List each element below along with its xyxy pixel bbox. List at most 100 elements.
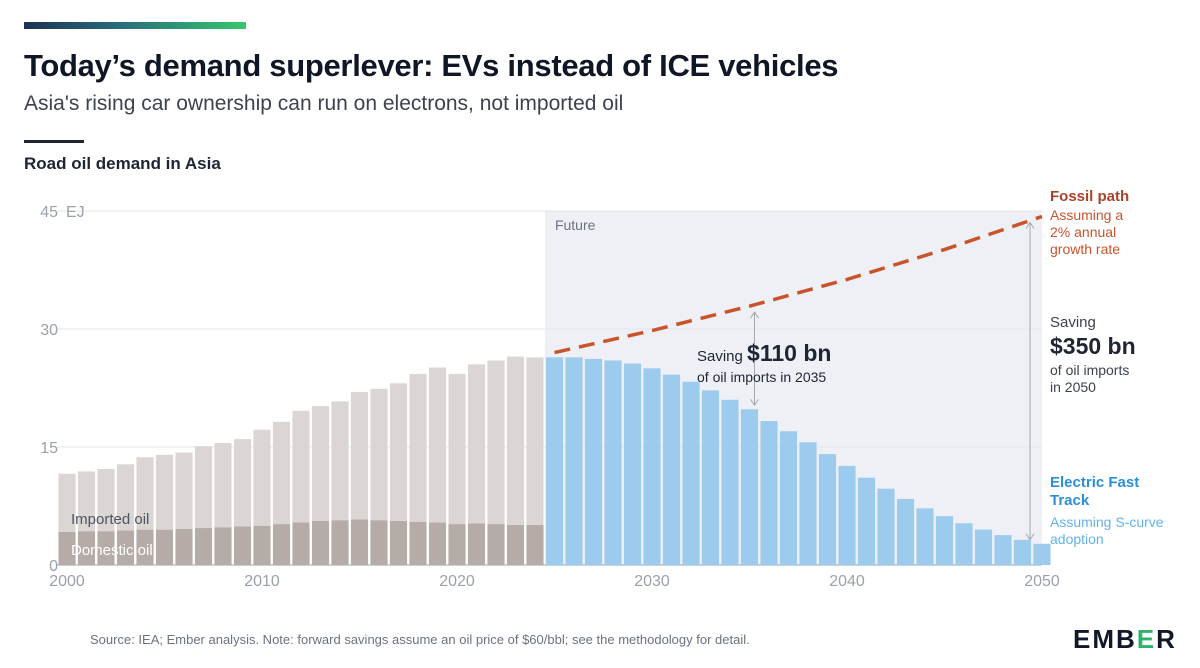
fossil-sublabel-line: 2% annual (1050, 224, 1116, 240)
fossil-path-sublabel: Assuming a 2% annual growth rate (1050, 207, 1123, 257)
bar-domestic-oil (175, 528, 193, 565)
bar-electric-fast-track (799, 442, 817, 565)
saving-2035-prefix: Saving (697, 348, 747, 365)
bar-electric-fast-track (974, 529, 993, 565)
bar-electric-fast-track (916, 508, 934, 565)
bar-domestic-oil (116, 530, 135, 565)
bar-domestic-oil (389, 520, 408, 565)
bar-domestic-oil (350, 519, 369, 565)
bar-domestic-oil (272, 524, 291, 565)
bar-imported-oil (292, 410, 310, 523)
saving-2050-amount: $350 bn (1050, 333, 1136, 359)
bar-electric-fast-track (701, 390, 720, 565)
bar-electric-fast-track (584, 358, 603, 565)
bar-domestic-oil (58, 531, 76, 565)
bar-imported-oil (487, 360, 505, 525)
bar-imported-oil (175, 452, 193, 529)
bar-domestic-oil (155, 529, 174, 565)
section-label: Road oil demand in Asia (24, 154, 221, 173)
accent-bar (24, 22, 246, 29)
bar-domestic-oil (233, 526, 252, 565)
y-tick-label: 0 (49, 558, 58, 575)
y-unit-label: EJ (66, 204, 85, 221)
bar-imported-oil (506, 356, 525, 525)
bar-imported-oil (350, 391, 369, 520)
y-tick-label: 45 (40, 204, 58, 221)
bar-electric-fast-track (721, 399, 739, 565)
bar-electric-fast-track (604, 360, 622, 565)
bar-imported-oil (155, 454, 174, 530)
saving-2035-headline: Saving $110 bn (697, 340, 831, 366)
bar-imported-oil (116, 464, 135, 531)
bar-domestic-oil (370, 520, 388, 565)
fossil-sublabel-line: growth rate (1050, 241, 1120, 257)
fossil-sublabel-line: Assuming a (1050, 207, 1123, 223)
bar-electric-fast-track (643, 368, 661, 565)
future-label: Future (555, 217, 596, 233)
bar-domestic-oil (409, 521, 427, 565)
saving-2050-arrow-head-top (1025, 221, 1035, 229)
saving-2050-line2: in 2050 (1050, 379, 1096, 395)
bar-electric-fast-track (838, 465, 856, 565)
electric-fast-track-label-1: Electric Fast (1050, 474, 1139, 491)
bar-domestic-oil (448, 524, 466, 565)
bar-imported-oil (272, 421, 291, 525)
domestic-oil-label: Domestic oil (71, 542, 153, 559)
bar-electric-fast-track (935, 516, 954, 565)
saving-2050-prefix: Saving (1050, 314, 1096, 331)
bar-electric-fast-track (682, 381, 700, 565)
saving-2035-arrow-head-bottom (750, 398, 759, 407)
bar-domestic-oil (506, 524, 525, 565)
electric-fast-track-sublabel: Assuming S-curve adoption (1050, 514, 1164, 547)
bar-electric-fast-track (955, 523, 973, 565)
bar-imported-oil (214, 443, 232, 528)
bar-imported-oil (233, 439, 252, 527)
bar-domestic-oil (428, 522, 447, 565)
bar-domestic-oil (136, 529, 154, 565)
fossil-path-line (554, 214, 1043, 355)
eft-sublabel-line: adoption (1050, 531, 1104, 547)
bar-electric-fast-track (877, 488, 895, 565)
bar-electric-fast-track (740, 409, 759, 565)
bar-domestic-oil (526, 524, 544, 565)
bar-electric-fast-track (623, 363, 642, 565)
bar-imported-oil (448, 373, 466, 525)
bar-electric-fast-track (760, 421, 778, 565)
bar-domestic-oil (97, 531, 115, 565)
bar-imported-oil (77, 471, 96, 532)
bar-imported-oil (370, 388, 388, 521)
electric-fast-track-label-2: Track (1050, 492, 1090, 509)
source-note: Source: IEA; Ember analysis. Note: forwa… (90, 632, 750, 647)
chart-title: Today’s demand superlever: EVs instead o… (24, 48, 839, 83)
bar-domestic-oil (292, 522, 310, 565)
bar-domestic-oil (487, 524, 505, 565)
saving-2050-arrow-head-bottom (1025, 533, 1035, 541)
bar-domestic-oil (194, 528, 213, 565)
bar-imported-oil (136, 457, 154, 530)
bar-imported-oil (526, 357, 544, 525)
x-tick-label: 2040 (829, 573, 865, 590)
bar-imported-oil (467, 364, 486, 524)
bar-electric-fast-track (1033, 543, 1051, 565)
bar-electric-fast-track (857, 477, 876, 565)
saving-2035-amount: $110 bn (747, 340, 831, 366)
y-tick-label: 15 (40, 440, 58, 457)
chart-subtitle: Asia's rising car ownership can run on e… (24, 92, 624, 115)
bar-imported-oil (97, 469, 115, 532)
x-tick-label: 2030 (634, 573, 670, 590)
bar-imported-oil (389, 383, 408, 521)
fossil-path-label: Fossil path (1050, 188, 1129, 205)
saving-2035-arrow-head-top (750, 311, 759, 319)
bar-electric-fast-track (565, 357, 583, 565)
x-tick-label: 2020 (439, 573, 475, 590)
saving-2050-line1: of oil imports (1050, 362, 1129, 378)
bar-electric-fast-track (818, 454, 837, 565)
bar-domestic-oil (253, 525, 271, 565)
bar-electric-fast-track (896, 498, 915, 565)
x-tick-label: 2010 (244, 573, 280, 590)
imported-oil-label: Imported oil (71, 511, 149, 528)
bar-imported-oil (331, 401, 349, 521)
bar-imported-oil (311, 406, 330, 521)
bar-domestic-oil (467, 523, 486, 565)
